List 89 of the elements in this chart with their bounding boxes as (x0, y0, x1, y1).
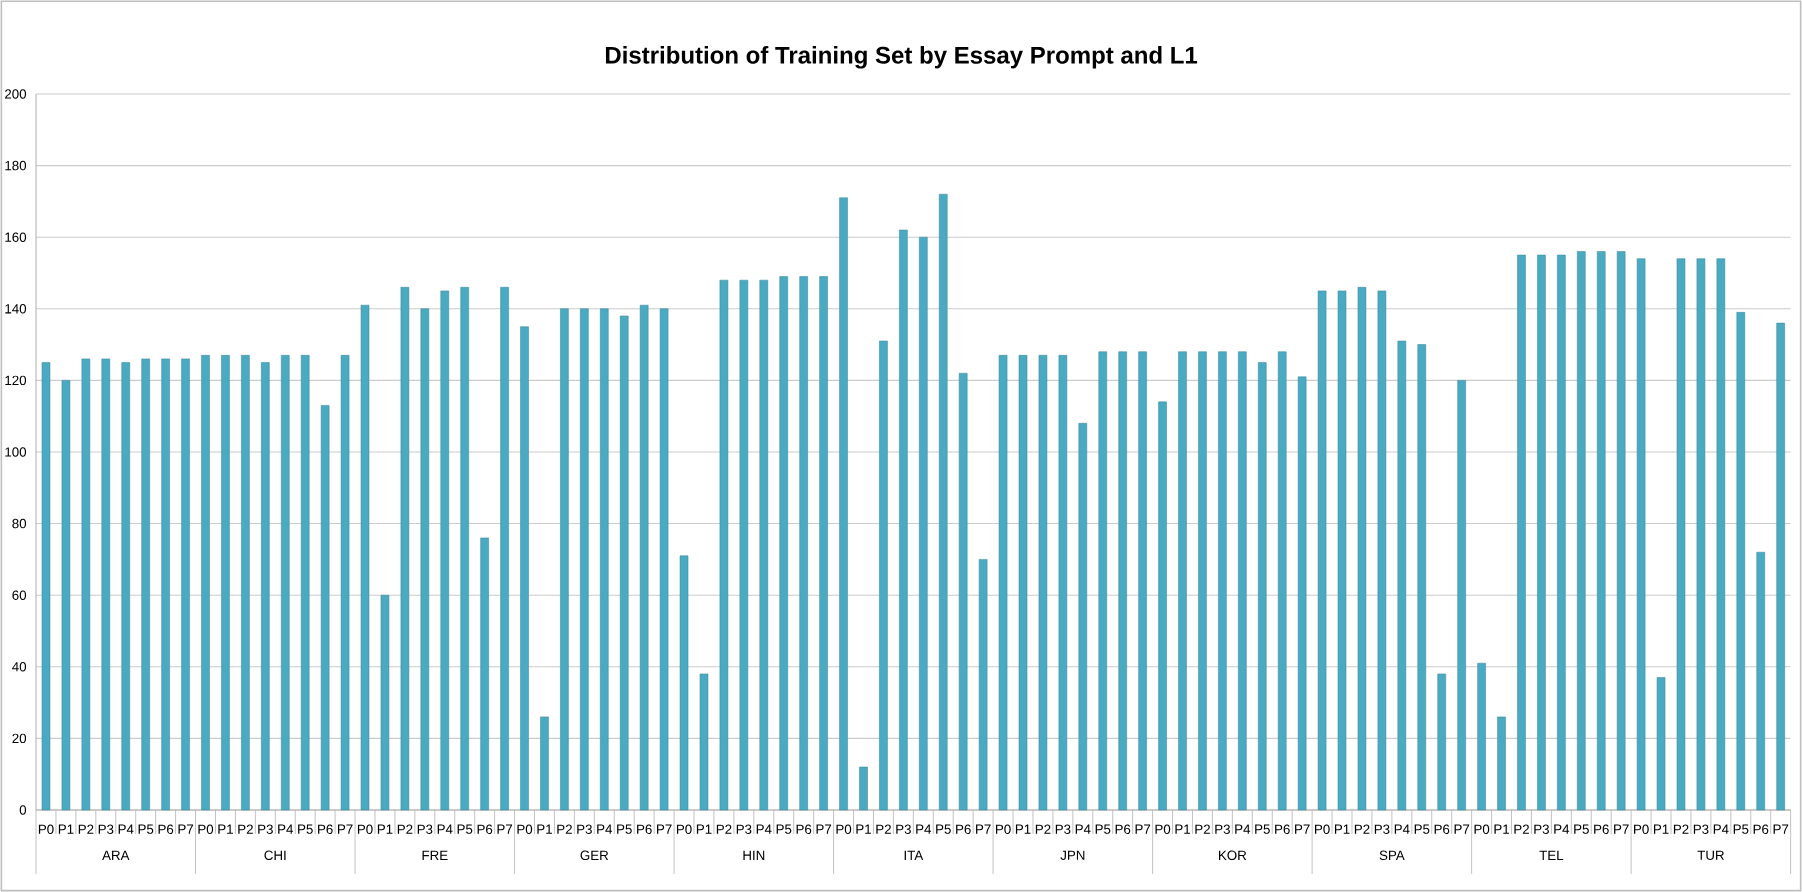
bar (560, 308, 569, 811)
bar (1018, 355, 1028, 811)
bar (360, 304, 370, 811)
bar (1616, 251, 1626, 811)
bar (1158, 401, 1167, 811)
bar (958, 372, 968, 811)
bar (300, 355, 310, 811)
bar (639, 304, 649, 811)
bar (261, 362, 270, 811)
bar (1238, 351, 1247, 811)
bar (141, 358, 150, 811)
chart-title: Distribution of Training Set by Essay Prompt and L1 (605, 46, 1198, 69)
bar (221, 355, 230, 811)
bar (679, 555, 689, 811)
bar (819, 276, 828, 811)
bar (879, 340, 888, 811)
bar (1178, 351, 1187, 811)
bar (779, 276, 788, 811)
bar (1636, 258, 1646, 811)
bar (938, 193, 948, 811)
bar (320, 405, 330, 811)
bar (1198, 351, 1207, 811)
bar (1277, 351, 1287, 811)
bar (161, 358, 170, 811)
bar (480, 537, 489, 811)
bar (520, 326, 529, 811)
bar (241, 355, 250, 811)
bar (919, 236, 928, 811)
bar (998, 355, 1008, 811)
bar (1557, 254, 1566, 811)
bar (280, 355, 290, 811)
bar (1736, 312, 1746, 811)
bar (839, 197, 848, 811)
bar (440, 290, 450, 811)
bar (380, 594, 390, 811)
bar (1118, 351, 1127, 811)
bar (1417, 344, 1427, 811)
bar (1477, 662, 1486, 811)
bar (580, 308, 589, 811)
bar (1497, 716, 1506, 811)
bar (659, 308, 669, 811)
bar (600, 308, 609, 811)
bar (1377, 290, 1387, 811)
bar (859, 766, 868, 811)
bar (1457, 380, 1466, 811)
bar (1596, 251, 1606, 811)
bar (719, 279, 729, 811)
bar (1397, 340, 1407, 811)
bar (1357, 287, 1367, 811)
bar (1716, 258, 1726, 811)
bar (61, 380, 71, 811)
bar (1537, 254, 1546, 811)
bar (101, 358, 111, 811)
bar (1058, 355, 1068, 811)
bar (619, 315, 629, 811)
bar (1317, 290, 1327, 811)
bar (81, 358, 91, 811)
bar (1656, 677, 1666, 811)
bar (1696, 258, 1706, 811)
bar (1098, 351, 1108, 811)
bar (1776, 322, 1785, 811)
bar (699, 673, 709, 811)
bar (759, 279, 769, 811)
bar (420, 308, 430, 811)
bar (1038, 355, 1048, 811)
bar (1337, 290, 1347, 811)
bar (460, 287, 469, 811)
bar (1218, 351, 1227, 811)
bar (899, 229, 908, 811)
bar (1517, 254, 1526, 811)
bar (340, 355, 350, 811)
bar (400, 287, 410, 811)
bar (1138, 351, 1147, 811)
bar (201, 355, 210, 811)
bar (1437, 673, 1446, 811)
bar (1676, 258, 1686, 811)
bar (1078, 423, 1088, 811)
bar (500, 287, 509, 811)
bar (540, 716, 549, 811)
bar (1297, 376, 1307, 811)
bar (739, 279, 749, 811)
bar (1577, 251, 1586, 811)
bar (978, 559, 988, 811)
bar (181, 358, 190, 811)
bar (799, 276, 808, 811)
bar (121, 362, 131, 811)
bar (41, 362, 51, 811)
bar (1756, 551, 1766, 811)
bar (1258, 362, 1267, 811)
